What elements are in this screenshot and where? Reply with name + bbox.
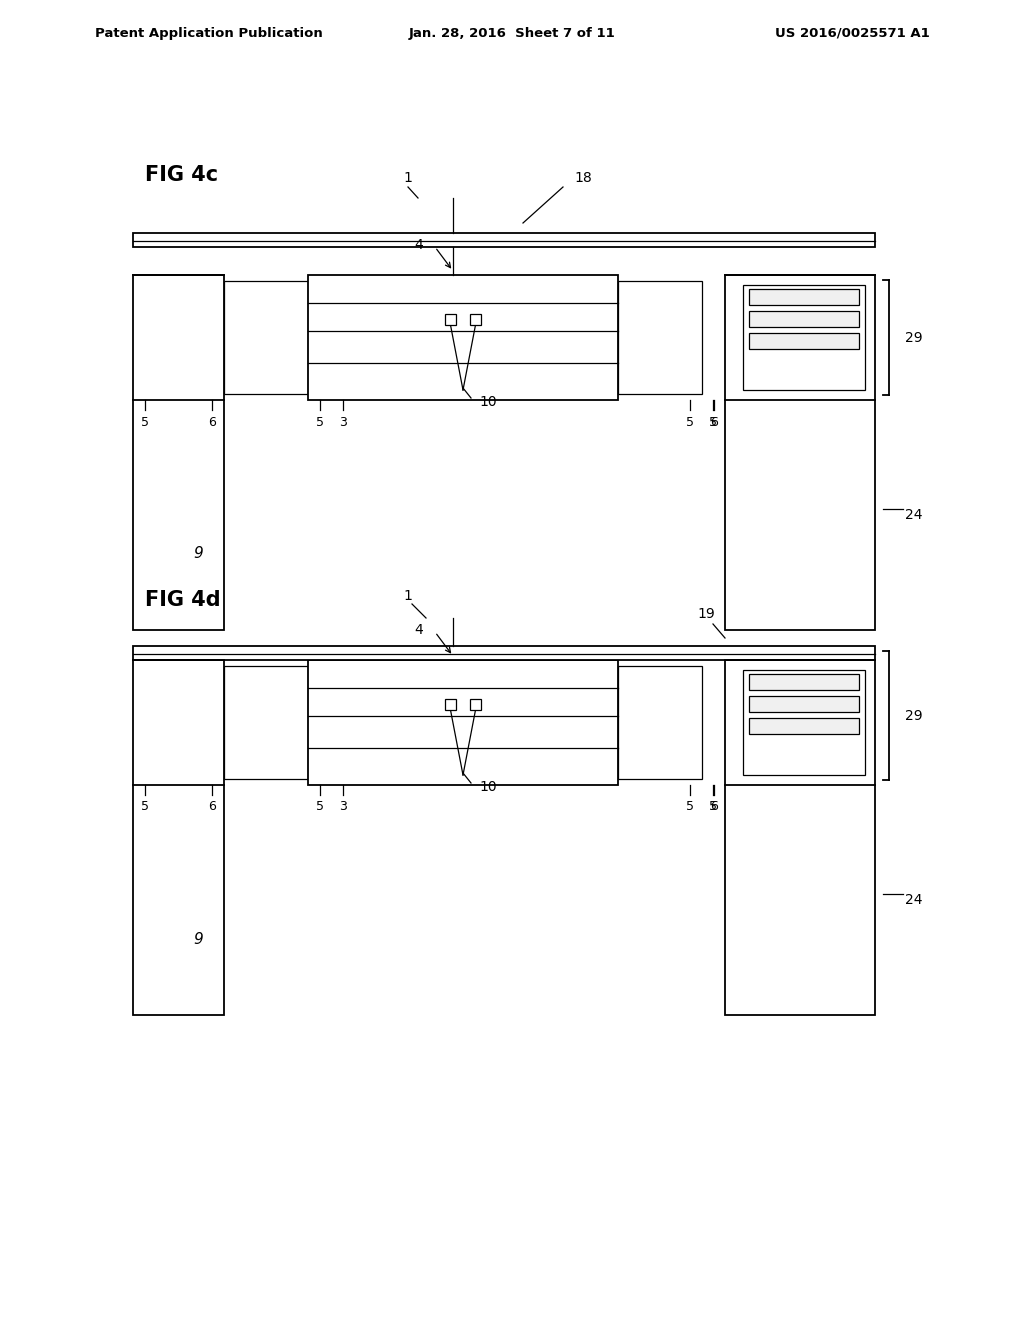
Bar xyxy=(133,660,224,1015)
Bar xyxy=(725,275,874,630)
Text: 9: 9 xyxy=(194,546,203,561)
Text: 6: 6 xyxy=(710,416,718,429)
Bar xyxy=(224,667,308,779)
Bar xyxy=(308,275,618,400)
Text: 4: 4 xyxy=(415,623,423,638)
Bar xyxy=(133,275,224,630)
Text: 5: 5 xyxy=(709,800,717,813)
Bar xyxy=(445,700,456,710)
Bar xyxy=(224,281,308,393)
Text: 6: 6 xyxy=(208,416,216,429)
Text: FIG 4c: FIG 4c xyxy=(145,165,218,185)
Bar xyxy=(749,333,859,348)
Bar xyxy=(308,660,618,785)
Text: Patent Application Publication: Patent Application Publication xyxy=(95,26,323,40)
Bar xyxy=(470,700,481,710)
Text: 1: 1 xyxy=(403,172,413,185)
Bar xyxy=(618,667,702,779)
Text: FIG 4d: FIG 4d xyxy=(145,590,220,610)
Bar xyxy=(618,281,702,393)
Bar xyxy=(749,696,859,711)
Bar xyxy=(133,234,874,247)
Text: 3: 3 xyxy=(339,416,347,429)
Text: 5: 5 xyxy=(686,800,694,813)
Text: Jan. 28, 2016  Sheet 7 of 11: Jan. 28, 2016 Sheet 7 of 11 xyxy=(409,26,615,40)
Text: 3: 3 xyxy=(339,800,347,813)
Text: 29: 29 xyxy=(905,331,923,345)
Bar xyxy=(725,660,874,1015)
Text: 10: 10 xyxy=(479,395,497,409)
Text: 5: 5 xyxy=(316,800,324,813)
Bar xyxy=(133,645,874,660)
Text: 1: 1 xyxy=(403,589,413,603)
Bar xyxy=(445,314,456,325)
Bar xyxy=(743,671,865,775)
Text: 29: 29 xyxy=(905,709,923,723)
Text: 6: 6 xyxy=(208,800,216,813)
Text: 9: 9 xyxy=(194,932,203,946)
Text: 19: 19 xyxy=(697,607,715,620)
Text: 24: 24 xyxy=(905,894,923,907)
Text: 5: 5 xyxy=(709,416,717,429)
Text: 5: 5 xyxy=(141,800,150,813)
Text: 4: 4 xyxy=(415,238,423,252)
Text: 5: 5 xyxy=(316,416,324,429)
Text: 5: 5 xyxy=(141,416,150,429)
Bar xyxy=(749,718,859,734)
Text: 24: 24 xyxy=(905,508,923,521)
Text: 5: 5 xyxy=(686,416,694,429)
Bar xyxy=(749,289,859,305)
Bar xyxy=(749,675,859,690)
Text: 10: 10 xyxy=(479,780,497,795)
Text: 18: 18 xyxy=(574,172,592,185)
Text: US 2016/0025571 A1: US 2016/0025571 A1 xyxy=(775,26,930,40)
Bar xyxy=(470,314,481,325)
Bar xyxy=(749,312,859,327)
Text: 6: 6 xyxy=(710,800,718,813)
Bar xyxy=(743,285,865,389)
